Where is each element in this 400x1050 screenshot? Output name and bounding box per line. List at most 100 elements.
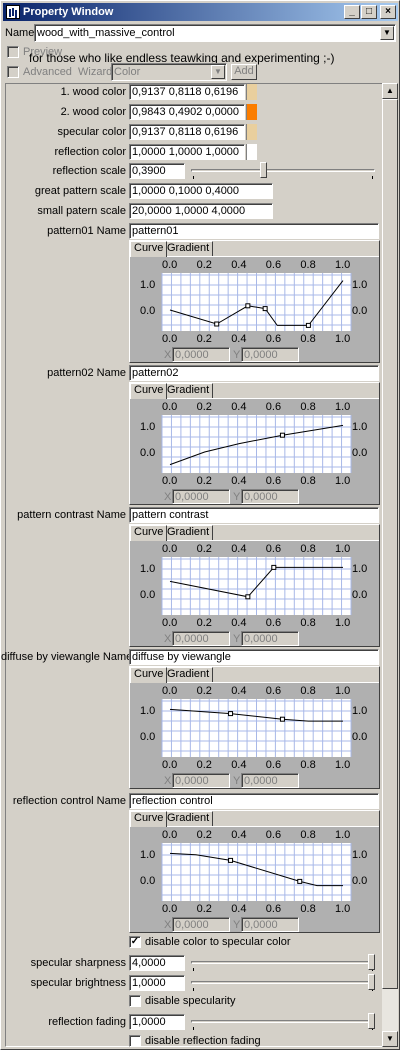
x-coord-input[interactable]: 0,0000 — [172, 773, 230, 788]
color-input[interactable]: 0,9843 0,4902 0,0000 — [129, 104, 245, 120]
color-label: specular color — [57, 126, 126, 138]
scroll-thumb[interactable] — [382, 99, 398, 989]
curve-name-input[interactable]: diffuse by viewangle — [129, 649, 379, 665]
tab-curve[interactable]: Curve — [130, 241, 168, 257]
minimize-button[interactable]: _ — [344, 5, 360, 19]
spec-brightness-input[interactable]: 1,0000 — [129, 975, 185, 991]
control-point[interactable] — [297, 878, 303, 884]
control-point[interactable] — [245, 594, 251, 600]
slider-thumb[interactable] — [260, 162, 267, 178]
y-tick-label: 0.0 — [140, 731, 156, 743]
x-tick-label: 0.8 — [300, 543, 316, 555]
slider-tick — [372, 176, 373, 179]
spec-brightness-slider[interactable] — [191, 973, 375, 993]
title-bar[interactable]: Property Window _ □ × — [3, 3, 398, 21]
x-tick-label: 0.2 — [196, 259, 212, 271]
control-point[interactable] — [279, 432, 285, 438]
curve-name-input[interactable]: pattern01 — [129, 223, 379, 239]
maximize-button[interactable]: □ — [361, 5, 377, 19]
tab-gradient[interactable]: Gradient — [163, 241, 214, 256]
reflection-scale-slider[interactable] — [191, 161, 375, 181]
y-coord-input[interactable]: 0,0000 — [241, 773, 299, 788]
y-coord-input[interactable]: 0,0000 — [241, 347, 299, 362]
slider-track — [191, 961, 375, 964]
name-combo[interactable]: wood_with_massive_control ▼ — [34, 24, 396, 42]
advanced-checkbox[interactable] — [7, 66, 19, 78]
x-coord-label: X — [164, 349, 172, 361]
curve-plot[interactable] — [130, 555, 379, 617]
reflection-scale-input[interactable]: 0,3900 — [129, 163, 185, 179]
x-coord-input[interactable]: 0,0000 — [172, 917, 230, 932]
color-input[interactable]: 1,0000 1,0000 1,0000 — [129, 144, 245, 160]
slider-thumb[interactable] — [368, 954, 375, 970]
tab-gradient[interactable]: Gradient — [163, 525, 214, 540]
x-coord-input[interactable]: 0,0000 — [172, 347, 230, 362]
tab-gradient[interactable]: Gradient — [163, 811, 214, 826]
x-tick-label: 0.6 — [265, 903, 282, 915]
control-point[interactable] — [279, 716, 285, 722]
x-tick-label: 0.4 — [231, 401, 247, 413]
curve-name-input[interactable]: reflection control — [129, 793, 379, 809]
slider-thumb[interactable] — [368, 974, 375, 990]
x-coord-input[interactable]: 0,0000 — [172, 489, 230, 504]
reflection-fading-slider[interactable] — [191, 1012, 375, 1032]
x-coord-input[interactable]: 0,0000 — [172, 631, 230, 646]
tab-curve[interactable]: Curve — [130, 811, 168, 827]
control-point[interactable] — [271, 564, 277, 570]
tab-curve[interactable]: Curve — [130, 525, 168, 541]
x-tick-label: 0.0 — [162, 475, 178, 487]
reflection-fading-input[interactable]: 1,0000 — [129, 1014, 185, 1030]
wizard-combo[interactable]: Color ▼ — [111, 63, 227, 81]
spec-sharpness-slider[interactable] — [191, 953, 375, 973]
x-tick-label: 0.4 — [231, 829, 247, 841]
tab-gradient[interactable]: Gradient — [163, 383, 214, 398]
control-point[interactable] — [228, 857, 234, 863]
color-swatch[interactable] — [246, 84, 257, 100]
spec-sharpness-input[interactable]: 4,0000 — [129, 955, 185, 971]
color-input[interactable]: 0,9137 0,8118 0,6196 — [129, 124, 245, 140]
curve-plot[interactable] — [130, 697, 379, 759]
chevron-down-icon[interactable]: ▼ — [211, 65, 225, 79]
vertical-scrollbar[interactable]: ▲ ▼ — [382, 83, 398, 1047]
add-button[interactable]: Add — [231, 64, 257, 80]
tab-curve[interactable]: Curve — [130, 383, 168, 399]
x-tick-label: 0.2 — [196, 685, 212, 697]
tab-gradient[interactable]: Gradient — [163, 667, 214, 682]
control-point[interactable] — [214, 321, 220, 327]
great-pattern-input[interactable]: 1,0000 0,1000 0,4000 — [129, 183, 273, 199]
scroll-up-icon[interactable]: ▲ — [382, 83, 398, 99]
curve-name-input[interactable]: pattern contrast — [129, 507, 379, 523]
curve-plot[interactable] — [130, 413, 379, 475]
tab-curve[interactable]: Curve — [130, 667, 168, 683]
slider-thumb[interactable] — [368, 1013, 375, 1029]
color-swatch[interactable] — [246, 124, 257, 140]
x-tick-label: 0.6 — [265, 759, 282, 771]
x-tick-label: 0.8 — [300, 829, 316, 841]
close-button[interactable]: × — [380, 5, 396, 19]
y-coord-input[interactable]: 0,0000 — [241, 631, 299, 646]
x-tick-label: 0.6 — [265, 617, 282, 629]
chevron-down-icon[interactable]: ▼ — [380, 26, 394, 40]
curve-plot[interactable] — [130, 271, 379, 333]
y-tick-label: 1.0 — [352, 563, 368, 575]
x-tick-label: 0.6 — [265, 259, 282, 271]
curve-name-input[interactable]: pattern02 — [129, 365, 379, 381]
control-point[interactable] — [228, 711, 234, 717]
control-point[interactable] — [305, 322, 311, 328]
color-input[interactable]: 0,9137 0,8118 0,6196 — [129, 84, 245, 100]
color-swatch[interactable] — [246, 144, 257, 160]
y-coord-input[interactable]: 0,0000 — [241, 489, 299, 504]
curve-plot[interactable] — [130, 841, 379, 903]
disable-specularity-label: disable specularity — [145, 995, 236, 1007]
disable-refl-fading-checkbox[interactable] — [129, 1035, 141, 1047]
disable-color-spec-checkbox[interactable]: ✓ — [129, 936, 141, 948]
color-swatch[interactable] — [246, 104, 257, 120]
small-pattern-input[interactable]: 20,0000 1,0000 4,0000 — [129, 203, 273, 219]
scroll-down-icon[interactable]: ▼ — [382, 1031, 398, 1047]
preview-checkbox[interactable] — [7, 46, 19, 58]
control-point[interactable] — [245, 303, 251, 309]
disable-specularity-checkbox[interactable] — [129, 995, 141, 1007]
y-coord-input[interactable]: 0,0000 — [241, 917, 299, 932]
control-point[interactable] — [262, 306, 268, 312]
